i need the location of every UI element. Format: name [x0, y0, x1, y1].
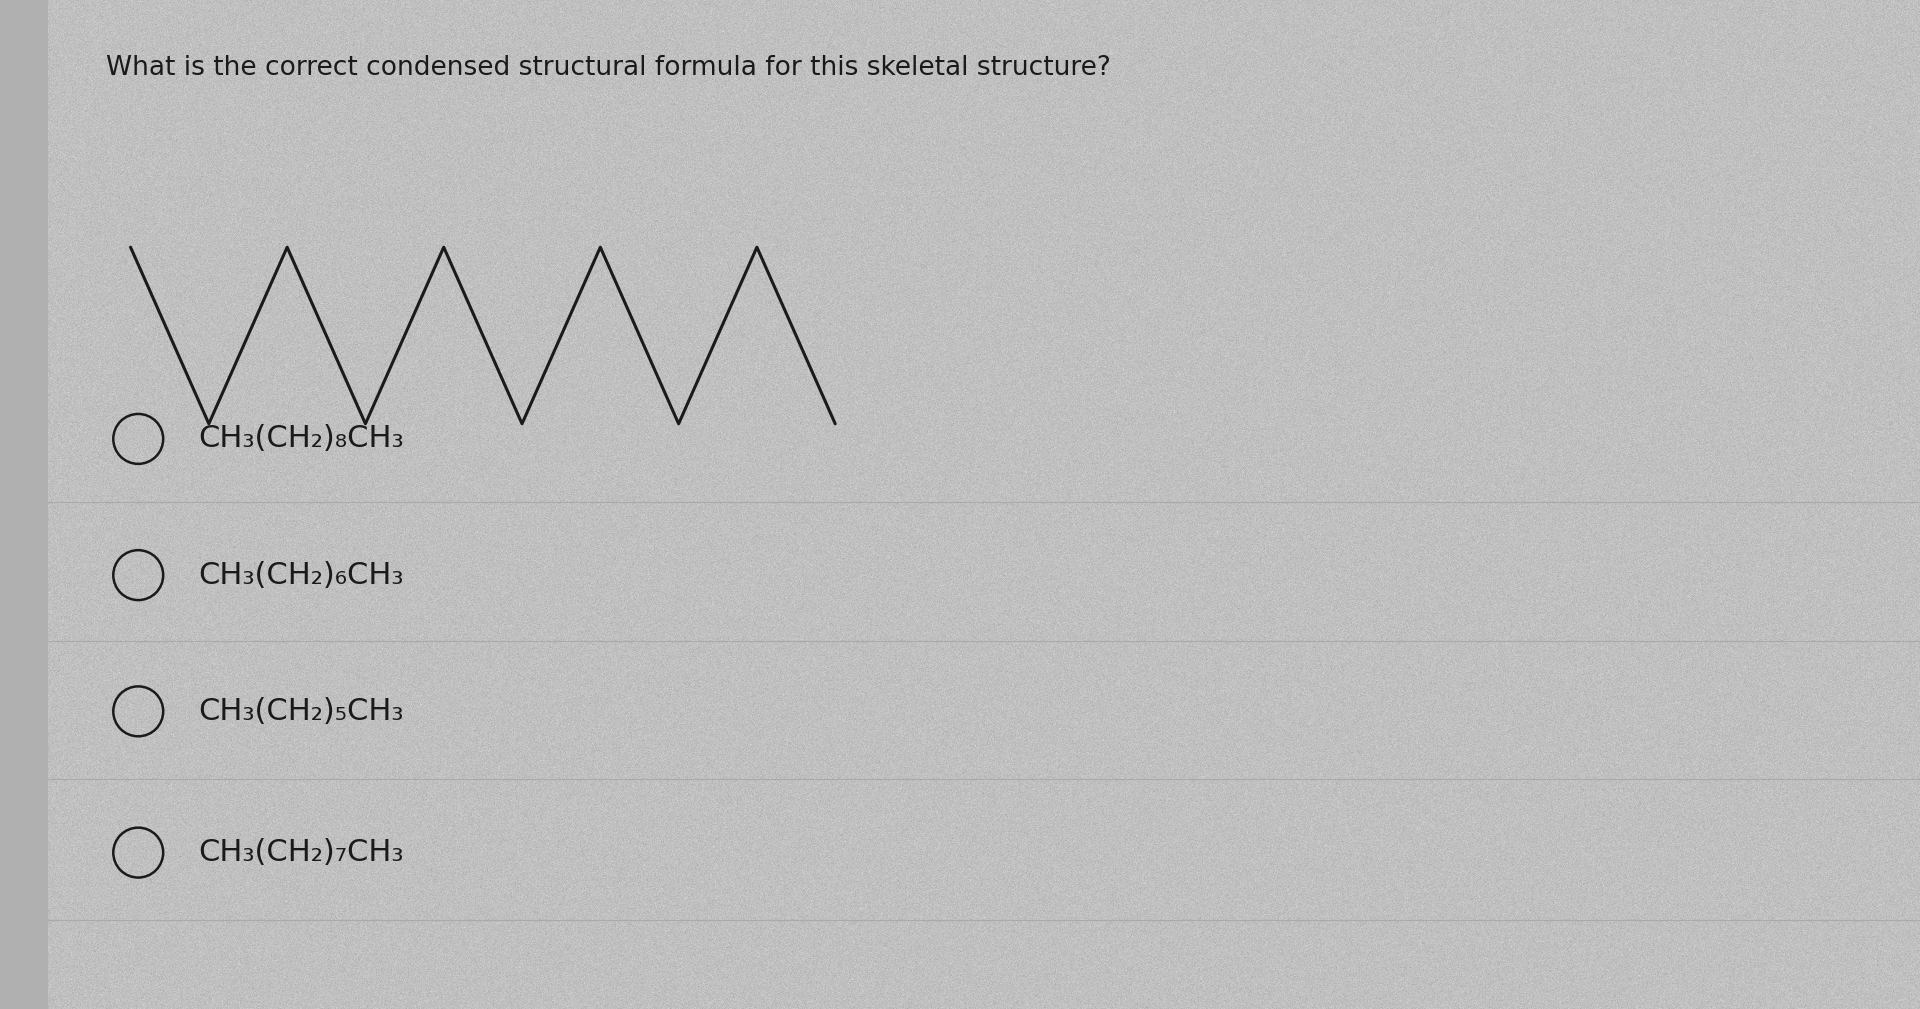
Text: CH₃(CH₂)₇CH₃: CH₃(CH₂)₇CH₃: [198, 838, 403, 867]
Bar: [0, 0, 48, 1009]
Text: CH₃(CH₂)₆CH₃: CH₃(CH₂)₆CH₃: [198, 561, 403, 589]
Text: CH₃(CH₂)₅CH₃: CH₃(CH₂)₅CH₃: [198, 697, 403, 725]
Text: What is the correct condensed structural formula for this skeletal structure?: What is the correct condensed structural…: [106, 55, 1110, 82]
Text: CH₃(CH₂)₈CH₃: CH₃(CH₂)₈CH₃: [198, 425, 403, 453]
